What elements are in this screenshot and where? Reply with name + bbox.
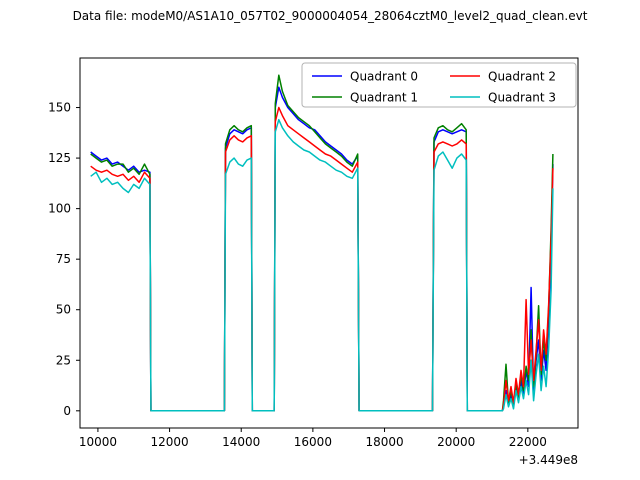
- y-tick-label: 150: [48, 101, 71, 115]
- legend-entry-label-3: Quadrant 3: [488, 91, 556, 105]
- legend-entry-label-2: Quadrant 2: [488, 70, 556, 84]
- x-axis-offset-label: +3.449e8: [519, 453, 578, 467]
- legend-entry-label-0: Quadrant 0: [350, 70, 418, 84]
- x-tick-label: 18000: [365, 435, 403, 449]
- y-tick-label: 25: [56, 353, 71, 367]
- series-line-3: [90, 118, 554, 412]
- x-tick-label: 12000: [150, 435, 188, 449]
- legend-entry-label-1: Quadrant 1: [350, 91, 418, 105]
- x-tick-label: 10000: [79, 435, 117, 449]
- axes-frame: [79, 57, 579, 429]
- plot-area: [80, 58, 578, 428]
- y-tick-label: 75: [56, 252, 71, 266]
- chart-title: Data file: modeM0/AS1A10_057T02_90000040…: [72, 9, 588, 23]
- x-tick-label: 20000: [437, 435, 475, 449]
- legend-box: [301, 62, 577, 108]
- x-tick-label: 16000: [294, 435, 332, 449]
- y-tick-label: 0: [63, 404, 71, 418]
- x-tick-label: 14000: [222, 435, 260, 449]
- x-tick-label: 22000: [509, 435, 547, 449]
- y-tick-label: 125: [48, 151, 71, 165]
- y-tick-label: 50: [56, 303, 71, 317]
- y-tick-label: 100: [48, 202, 71, 216]
